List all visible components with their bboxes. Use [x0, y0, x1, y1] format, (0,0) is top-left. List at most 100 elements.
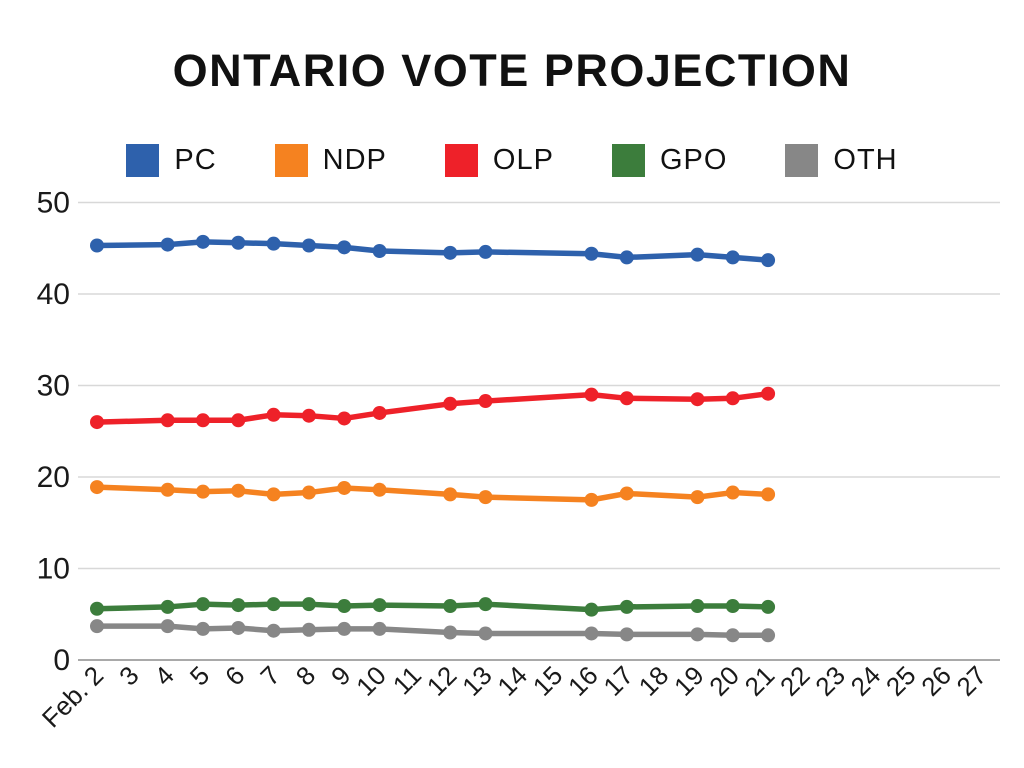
data-point-oth — [231, 620, 246, 635]
x-tick-label: 7 — [254, 660, 285, 691]
data-point-pc — [160, 237, 175, 252]
data-point-olp — [90, 415, 104, 430]
data-point-oth — [761, 628, 776, 643]
legend-item-pc: PC — [126, 144, 216, 177]
legend-label: PC — [174, 144, 217, 176]
x-tick-label: Feb. 2 — [36, 660, 109, 733]
data-point-oth — [478, 626, 493, 641]
x-tick-label: 4 — [148, 660, 179, 691]
data-point-gpo — [160, 599, 175, 614]
x-tick-label: 6 — [219, 660, 250, 691]
data-point-pc — [337, 240, 352, 255]
data-point-ndp — [337, 480, 352, 495]
y-tick-label: 30 — [37, 370, 70, 403]
legend-item-oth: OTH — [785, 144, 897, 177]
x-tick-label: 3 — [113, 660, 144, 691]
data-point-pc — [301, 238, 316, 253]
legend-item-olp: OLP — [444, 144, 554, 177]
data-point-oth — [443, 625, 458, 640]
legend-label: OTH — [833, 144, 898, 176]
data-point-pc — [478, 244, 493, 259]
y-tick-label: 10 — [37, 553, 70, 586]
data-point-ndp — [725, 485, 740, 500]
data-point-gpo — [443, 599, 458, 614]
data-point-ndp — [266, 487, 281, 502]
data-point-olp — [301, 408, 316, 423]
data-point-pc — [195, 234, 210, 249]
x-tick-label: 27 — [951, 660, 993, 702]
data-point-pc — [90, 238, 104, 253]
data-point-olp — [266, 407, 281, 422]
data-point-pc — [725, 250, 740, 265]
y-tick-label: 40 — [37, 278, 70, 311]
data-point-oth — [725, 628, 740, 643]
data-point-gpo — [478, 597, 493, 612]
data-point-gpo — [725, 599, 740, 614]
data-point-olp — [443, 396, 458, 411]
data-point-oth — [690, 627, 705, 642]
data-point-olp — [690, 392, 705, 407]
data-point-gpo — [301, 597, 316, 612]
data-point-gpo — [372, 598, 387, 613]
data-point-olp — [478, 394, 493, 409]
data-point-olp — [619, 391, 634, 406]
legend-swatch-ndp — [274, 144, 308, 177]
data-point-oth — [584, 626, 599, 641]
data-point-ndp — [195, 484, 210, 499]
data-point-ndp — [690, 490, 705, 505]
data-point-ndp — [478, 490, 493, 505]
data-point-oth — [195, 621, 210, 636]
data-point-gpo — [337, 599, 352, 614]
data-point-olp — [231, 413, 246, 428]
y-tick-label: 0 — [53, 644, 70, 677]
x-tick-label: 8 — [290, 660, 321, 691]
data-point-oth — [266, 623, 281, 638]
data-point-olp — [160, 413, 175, 428]
y-tick-label: 20 — [37, 461, 70, 494]
data-point-pc — [690, 247, 705, 262]
data-point-ndp — [443, 487, 458, 502]
x-tick-label: 10 — [350, 660, 392, 702]
legend-swatch-olp — [444, 144, 478, 177]
data-point-oth — [90, 619, 104, 634]
y-tick-label: 50 — [37, 187, 70, 220]
data-point-olp — [584, 387, 599, 402]
data-point-gpo — [584, 602, 599, 617]
data-point-pc — [584, 246, 599, 261]
data-point-oth — [337, 621, 352, 636]
data-point-gpo — [266, 597, 281, 612]
data-point-gpo — [195, 597, 210, 612]
data-point-olp — [372, 405, 387, 420]
data-point-pc — [266, 236, 281, 251]
data-point-gpo — [619, 599, 634, 614]
data-point-ndp — [372, 482, 387, 497]
legend-item-ndp: NDP — [274, 144, 387, 177]
data-point-gpo — [690, 599, 705, 614]
data-point-ndp — [619, 486, 634, 501]
x-tick-label: 5 — [184, 660, 215, 691]
data-point-pc — [231, 235, 246, 250]
data-point-ndp — [584, 492, 599, 507]
data-point-gpo — [761, 599, 776, 614]
legend-swatch-pc — [126, 144, 160, 177]
data-point-pc — [372, 243, 387, 258]
data-point-ndp — [231, 483, 246, 498]
chart-legend: PC NDP OLP GPO OTH — [0, 144, 1024, 177]
data-point-oth — [372, 621, 387, 636]
data-point-oth — [160, 619, 175, 634]
legend-swatch-gpo — [611, 144, 645, 177]
data-point-ndp — [90, 480, 104, 495]
data-point-oth — [301, 622, 316, 637]
data-point-olp — [761, 386, 776, 401]
data-point-ndp — [160, 482, 175, 497]
data-point-ndp — [761, 487, 776, 502]
legend-item-gpo: GPO — [611, 144, 728, 177]
data-point-gpo — [90, 601, 104, 616]
legend-label: GPO — [659, 144, 728, 176]
data-point-pc — [443, 245, 458, 260]
legend-label: NDP — [322, 144, 387, 176]
data-point-pc — [761, 253, 776, 268]
data-point-gpo — [231, 598, 246, 613]
